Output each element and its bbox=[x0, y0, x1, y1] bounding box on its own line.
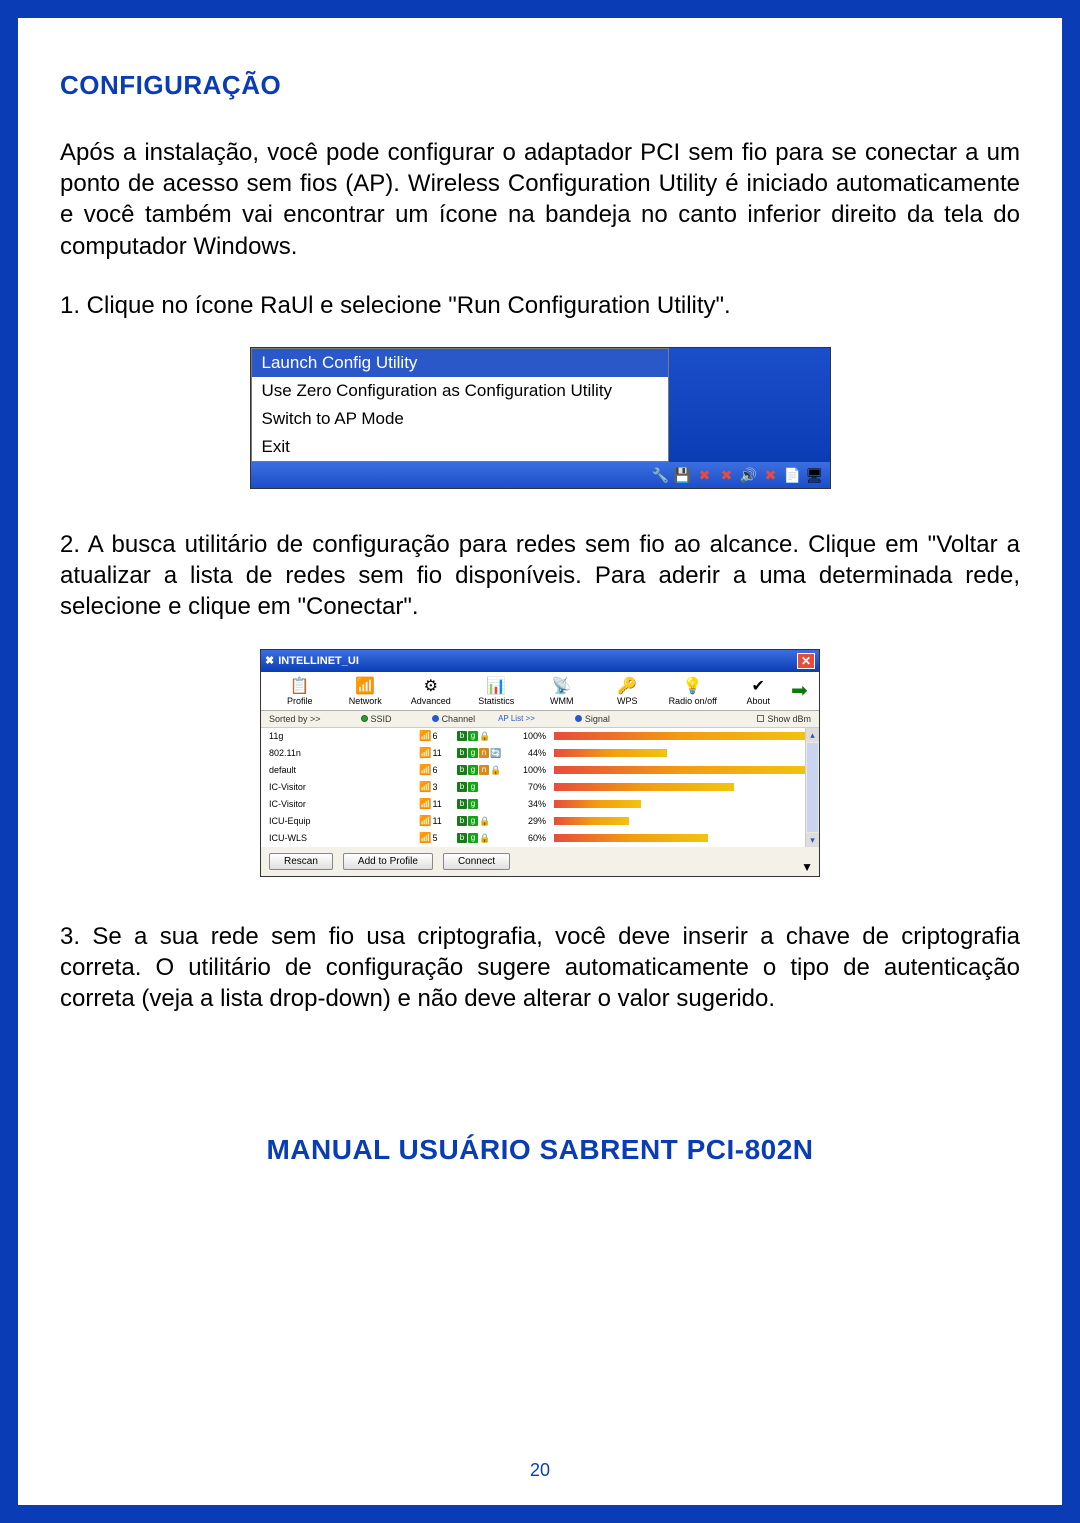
sort-ssid[interactable]: SSID bbox=[361, 714, 392, 724]
toolbar: 📋Profile 📶Network ⚙Advanced 📊Statistics … bbox=[261, 672, 819, 711]
context-menu: Launch Config Utility Use Zero Configura… bbox=[251, 348, 670, 462]
intro-text: Após a instalação, você pode configurar … bbox=[60, 137, 1020, 262]
tray-icon: ✖ bbox=[718, 466, 736, 484]
tray-icon: 🔧 bbox=[652, 466, 670, 484]
profile-icon: 📋 bbox=[290, 676, 310, 694]
tab-profile[interactable]: 📋Profile bbox=[267, 676, 333, 706]
tab-advanced[interactable]: ⚙Advanced bbox=[398, 676, 464, 706]
statistics-icon: 📊 bbox=[486, 676, 506, 694]
menu-item-ap-mode[interactable]: Switch to AP Mode bbox=[252, 405, 669, 433]
scroll-up-icon[interactable]: ▴ bbox=[806, 728, 819, 742]
advanced-icon: ⚙ bbox=[424, 676, 438, 694]
step2-text: 2. A busca utilitário de configuração pa… bbox=[60, 529, 1020, 623]
show-dbm[interactable]: Show dBm bbox=[757, 714, 811, 724]
tray-icon: 🔊 bbox=[740, 466, 758, 484]
sorted-by-label: Sorted by >> bbox=[269, 714, 321, 724]
network-row[interactable]: ICU-Equip📶11bg🔒29% bbox=[261, 813, 819, 830]
tab-statistics[interactable]: 📊Statistics bbox=[464, 676, 530, 706]
add-profile-button[interactable]: Add to Profile bbox=[343, 853, 433, 870]
scroll-down-icon[interactable]: ▾ bbox=[806, 833, 819, 847]
scroll-thumb[interactable] bbox=[807, 743, 818, 832]
wmm-icon: 📡 bbox=[552, 676, 572, 694]
screenshot-context-menu: Launch Config Utility Use Zero Configura… bbox=[250, 347, 831, 489]
menu-item-exit[interactable]: Exit bbox=[252, 433, 669, 461]
button-row: Rescan Add to Profile Connect bbox=[261, 847, 819, 876]
close-button[interactable]: ✕ bbox=[797, 653, 815, 669]
tab-wmm[interactable]: 📡WMM bbox=[529, 676, 595, 706]
tab-network[interactable]: 📶Network bbox=[333, 676, 399, 706]
step3-text: 3. Se a sua rede sem fio usa criptografi… bbox=[60, 921, 1020, 1015]
network-row[interactable]: 802.11n📶11bgn🔄44% bbox=[261, 745, 819, 762]
tab-wps[interactable]: 🔑WPS bbox=[595, 676, 661, 706]
tray-icon: ✖ bbox=[696, 466, 714, 484]
sort-channel[interactable]: ChannelAP List >> bbox=[432, 714, 535, 724]
rescan-button[interactable]: Rescan bbox=[269, 853, 333, 870]
screenshot-utility-window: ✖ INTELLINET_UI ✕ 📋Profile 📶Network ⚙Adva… bbox=[260, 649, 820, 877]
tray-icon: 📄 bbox=[784, 466, 802, 484]
tab-about[interactable]: ✔About bbox=[726, 676, 792, 706]
network-row[interactable]: IC-Visitor📶3bg70% bbox=[261, 779, 819, 796]
tray-icon: 🖥 bbox=[806, 466, 824, 484]
next-arrow-icon[interactable]: ➡ bbox=[791, 678, 813, 703]
app-icon: ✖ bbox=[265, 654, 274, 667]
tray-icon: 💾 bbox=[674, 466, 692, 484]
network-icon: 📶 bbox=[355, 676, 375, 694]
network-row[interactable]: ICU-WLS📶5bg🔒60% bbox=[261, 830, 819, 847]
menu-right-fill bbox=[669, 348, 829, 462]
menu-item-zero-config[interactable]: Use Zero Configuration as Configuration … bbox=[252, 377, 669, 405]
network-row[interactable]: default📶6bgn🔒100% bbox=[261, 762, 819, 779]
tab-radio[interactable]: 💡Radio on/off bbox=[660, 676, 726, 706]
footer-title: MANUAL USUÁRIO SABRENT PCI-802N bbox=[60, 1134, 1020, 1166]
radio-icon: 💡 bbox=[683, 676, 703, 694]
connect-button[interactable]: Connect bbox=[443, 853, 510, 870]
network-row[interactable]: IC-Visitor📶11bg34% bbox=[261, 796, 819, 813]
about-icon: ✔ bbox=[752, 676, 765, 694]
wps-icon: 🔑 bbox=[617, 676, 637, 694]
titlebar: ✖ INTELLINET_UI ✕ bbox=[261, 650, 819, 672]
sort-bar: Sorted by >> SSID ChannelAP List >> Sign… bbox=[261, 711, 819, 728]
step1-text: 1. Clique no ícone RaUl e selecione "Run… bbox=[60, 290, 1020, 321]
scrollbar[interactable]: ▴ ▾ bbox=[805, 728, 819, 847]
expand-arrow-icon[interactable]: ▼ bbox=[801, 860, 813, 874]
taskbar: 🔧 💾 ✖ ✖ 🔊 ✖ 📄 🖥 bbox=[251, 462, 830, 488]
network-table: ▴ ▾ 11g📶6bg🔒100%802.11n📶11bgn🔄44%default… bbox=[261, 728, 819, 847]
section-title: CONFIGURAÇÃO bbox=[60, 70, 1020, 101]
page-number: 20 bbox=[18, 1460, 1062, 1481]
window-title: INTELLINET_UI bbox=[278, 655, 359, 667]
tray-icon: ✖ bbox=[762, 466, 780, 484]
menu-item-launch[interactable]: Launch Config Utility bbox=[252, 349, 669, 377]
sort-signal[interactable]: Signal bbox=[575, 714, 610, 724]
network-row[interactable]: 11g📶6bg🔒100% bbox=[261, 728, 819, 745]
